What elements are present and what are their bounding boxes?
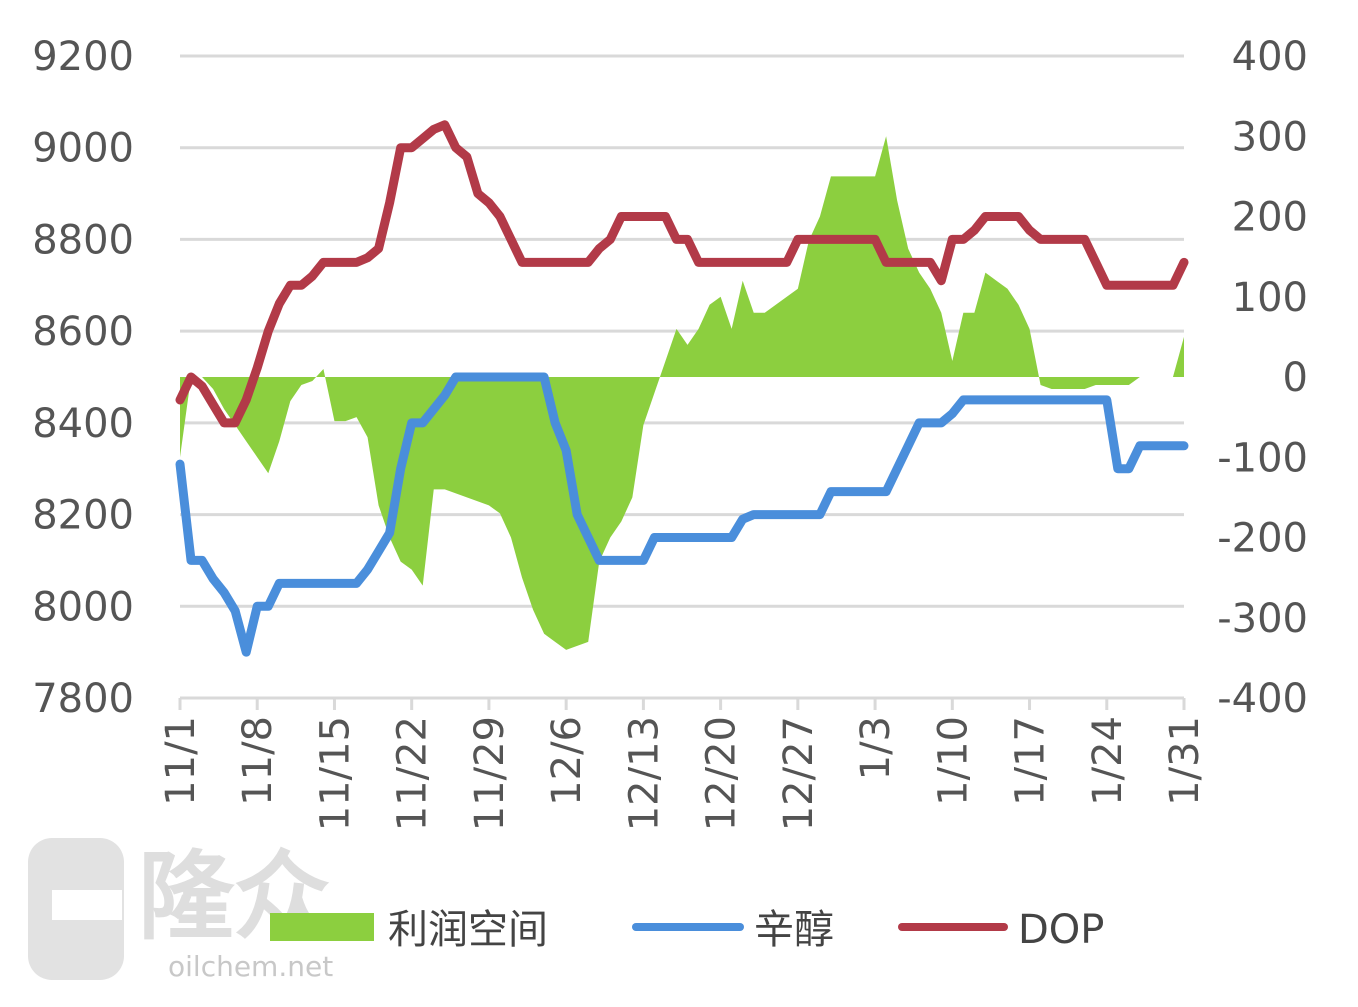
left-tick-label: 8000 — [32, 584, 134, 630]
right-tick-label: -100 — [1217, 435, 1308, 481]
left-tick-label: 8400 — [32, 401, 134, 447]
watermark-url: oilchem.net — [168, 950, 333, 983]
left-axis-ticks: 9200 9000 8800 8600 8400 8200 8000 7800 — [32, 34, 134, 722]
right-tick-label: -300 — [1217, 596, 1308, 642]
legend-swatch-profit — [270, 913, 374, 941]
dop-line — [175, 120, 1189, 428]
profit-area — [180, 136, 1184, 650]
x-tick-label: 11/1 — [158, 716, 204, 806]
right-tick-label: -200 — [1217, 516, 1308, 562]
x-tick-label: 1/31 — [1162, 716, 1208, 806]
left-tick-label: 8600 — [32, 309, 134, 355]
x-tick-label: 1/17 — [1008, 716, 1054, 806]
x-tick-label: 1/10 — [930, 716, 976, 806]
right-tick-label: 100 — [1232, 275, 1308, 321]
line-series — [175, 120, 1189, 657]
profit-area-series — [180, 136, 1184, 650]
x-tick-label: 11/29 — [467, 716, 513, 831]
x-tick-label: 12/6 — [544, 716, 590, 806]
left-tick-label: 8800 — [32, 217, 134, 263]
right-axis-ticks: 400 300 200 100 0 -100 -200 -300 -400 — [1217, 34, 1308, 722]
right-tick-label: 0 — [1283, 355, 1308, 401]
right-tick-label: -400 — [1217, 676, 1308, 722]
octanol-line — [175, 372, 1189, 657]
x-axis-ticks: 11/1 11/8 11/15 11/22 11/29 12/6 12/13 12/20 12/… — [158, 698, 1208, 831]
x-tick-label: 1/24 — [1085, 716, 1131, 806]
x-tick-label: 12/20 — [699, 716, 745, 831]
gridlines — [180, 54, 1184, 608]
x-tick-label: 12/27 — [776, 716, 822, 831]
x-tick-label: 11/8 — [235, 716, 281, 806]
legend: 利润空间 辛醇 DOP — [270, 907, 1104, 953]
left-tick-label: 7800 — [32, 676, 134, 722]
x-tick-label: 1/3 — [853, 716, 899, 780]
x-tick-label: 12/13 — [621, 716, 667, 831]
right-tick-label: 400 — [1232, 34, 1308, 80]
legend-label-octanol: 辛醇 — [754, 907, 834, 953]
watermark-logo-icon — [28, 838, 124, 980]
right-tick-label: 200 — [1232, 195, 1308, 241]
right-tick-label: 300 — [1232, 114, 1308, 160]
left-tick-label: 9000 — [32, 126, 134, 172]
legend-label-dop: DOP — [1018, 907, 1104, 953]
x-tick-label: 11/15 — [312, 716, 358, 831]
left-tick-label: 8200 — [32, 493, 134, 539]
legend-label-profit: 利润空间 — [388, 907, 548, 953]
watermark: 隆众 oilchem.net — [28, 838, 333, 983]
left-tick-label: 9200 — [32, 34, 134, 80]
x-tick-label: 11/22 — [390, 716, 436, 831]
